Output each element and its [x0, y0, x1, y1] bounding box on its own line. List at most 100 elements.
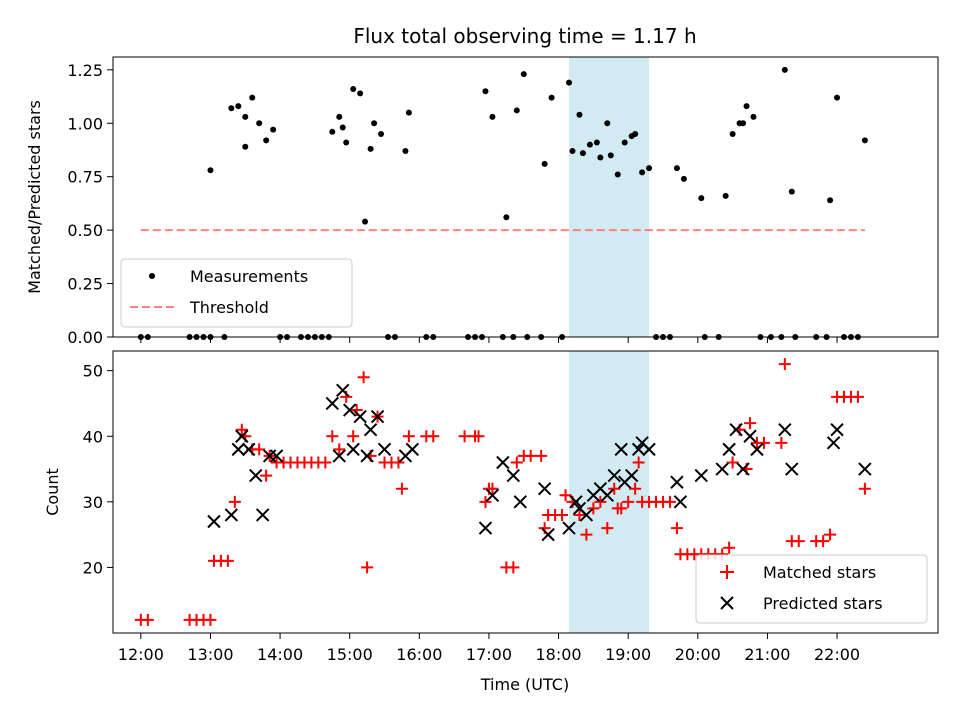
ratio-y-tick-label: 1.25: [67, 61, 103, 80]
measurement-point: [576, 111, 583, 118]
predicted-star-point: [513, 495, 527, 509]
predicted-star-point: [496, 455, 510, 470]
matched-star-point: [326, 430, 339, 443]
count-plot-frame: [112, 350, 939, 634]
measurement-point: [270, 126, 277, 133]
predicted-star-point: [858, 462, 872, 476]
measurement-point: [586, 141, 593, 148]
measurement-point: [781, 66, 788, 73]
matched-star-point: [479, 495, 492, 508]
matched-star-point: [757, 436, 770, 449]
highlight-span-bottom: [569, 351, 650, 633]
matched-star-point: [778, 358, 791, 371]
predicted-star-point: [325, 396, 340, 411]
measurement-point: [743, 103, 750, 110]
measurement-point: [362, 218, 369, 225]
x-tick-label: 18:00: [536, 645, 582, 664]
matched-star-point: [361, 561, 374, 574]
count-x-axis: 12:00 13:00 14:00 15:00 16:00 17:00 18:00 19:00…: [118, 633, 860, 664]
measurement-point: [646, 165, 653, 172]
matched-star-point: [629, 482, 642, 495]
predicted-star-point: [785, 462, 799, 476]
measurement-point: [482, 88, 489, 95]
measurement-point: [520, 71, 527, 78]
measurement-point: [249, 94, 256, 101]
matched-star-point: [851, 390, 864, 403]
count-marks: [134, 358, 872, 626]
measurement-point: [593, 139, 600, 146]
measurement-point: [566, 79, 573, 86]
predicted-star-point: [569, 495, 583, 509]
count-legend: Matched stars Predicted stars: [695, 554, 928, 624]
predicted-star-point: [830, 422, 844, 437]
matched-star-point: [507, 561, 520, 574]
measurement-point: [242, 113, 249, 120]
measurement-point: [750, 113, 757, 120]
matched-star-point: [775, 436, 788, 449]
measurement-point: [263, 137, 270, 144]
x-tick-label: 13:00: [187, 645, 233, 664]
measurement-point: [350, 86, 357, 93]
ratio-y-axis: 0.00 0.25 0.50 0.75 1.00 1.25: [67, 61, 113, 347]
x-tick-label: 15:00: [327, 645, 373, 664]
predicted-star-point: [607, 468, 621, 483]
measurement-point: [357, 90, 364, 97]
matched-star-point: [347, 430, 360, 443]
measurement-point: [680, 175, 687, 182]
matched-star-point: [792, 535, 805, 548]
ratio-legend: Measurements Threshold: [120, 258, 353, 328]
predicted-star-point: [670, 475, 684, 489]
predicted-legend-marker: [720, 596, 734, 610]
highlight-span-top: [569, 57, 650, 337]
predicted-star-point: [336, 383, 350, 398]
predicted-star-point: [506, 468, 521, 483]
measurement-point: [614, 171, 621, 178]
predicted-star-point: [715, 462, 729, 476]
matched-star-point: [824, 528, 837, 541]
measurement-point: [228, 105, 235, 112]
predicted-star-point: [631, 442, 646, 457]
x-axis-label: Time (UTC): [480, 675, 569, 694]
ratio-y-tick-label: 0.00: [67, 328, 103, 347]
matched-star-point: [510, 456, 523, 469]
predicted-star-point: [343, 403, 357, 417]
predicted-star-point: [642, 442, 656, 457]
matched-star-point: [141, 613, 154, 626]
measurement-point: [639, 169, 646, 176]
ratio-x-ticks: [140, 337, 838, 343]
matched-star-point: [601, 522, 614, 535]
count-y-tick-label: 40: [83, 427, 103, 446]
predicted-star-point: [537, 482, 552, 496]
ratio-plot-frame: [112, 56, 939, 338]
measurement-point: [503, 214, 510, 221]
count-y-tick-label: 20: [83, 558, 103, 577]
predicted-star-point: [600, 488, 615, 502]
predicted-star-point: [353, 409, 367, 424]
matched-star-point: [615, 502, 628, 515]
measurement-point: [861, 137, 868, 144]
matched-star-point: [594, 495, 607, 508]
predicted-star-point: [405, 442, 420, 457]
measurement-point: [378, 130, 385, 137]
measurement-point: [621, 139, 628, 146]
ratio-y-tick-label: 0.25: [67, 275, 103, 294]
predicted-star-point: [377, 442, 392, 457]
matched-star-point: [357, 371, 370, 384]
predicted-star-point: [235, 429, 249, 443]
measurement-point: [336, 113, 343, 120]
count-y-tick-label: 30: [83, 493, 103, 512]
predicted-star-point: [332, 449, 346, 463]
measurement-point: [834, 94, 841, 101]
matched-star-point: [632, 456, 645, 469]
x-tick-label: 22:00: [814, 645, 860, 664]
predicted-star-point: [722, 442, 736, 457]
measurement-point: [673, 165, 680, 172]
ratio-y-tick-label: 0.75: [67, 168, 103, 187]
measurement-point: [235, 103, 242, 110]
predicted-star-point: [255, 508, 270, 522]
matched-star-point: [392, 456, 405, 469]
matched-star-point: [395, 482, 408, 495]
predicted-star-point: [541, 527, 555, 542]
